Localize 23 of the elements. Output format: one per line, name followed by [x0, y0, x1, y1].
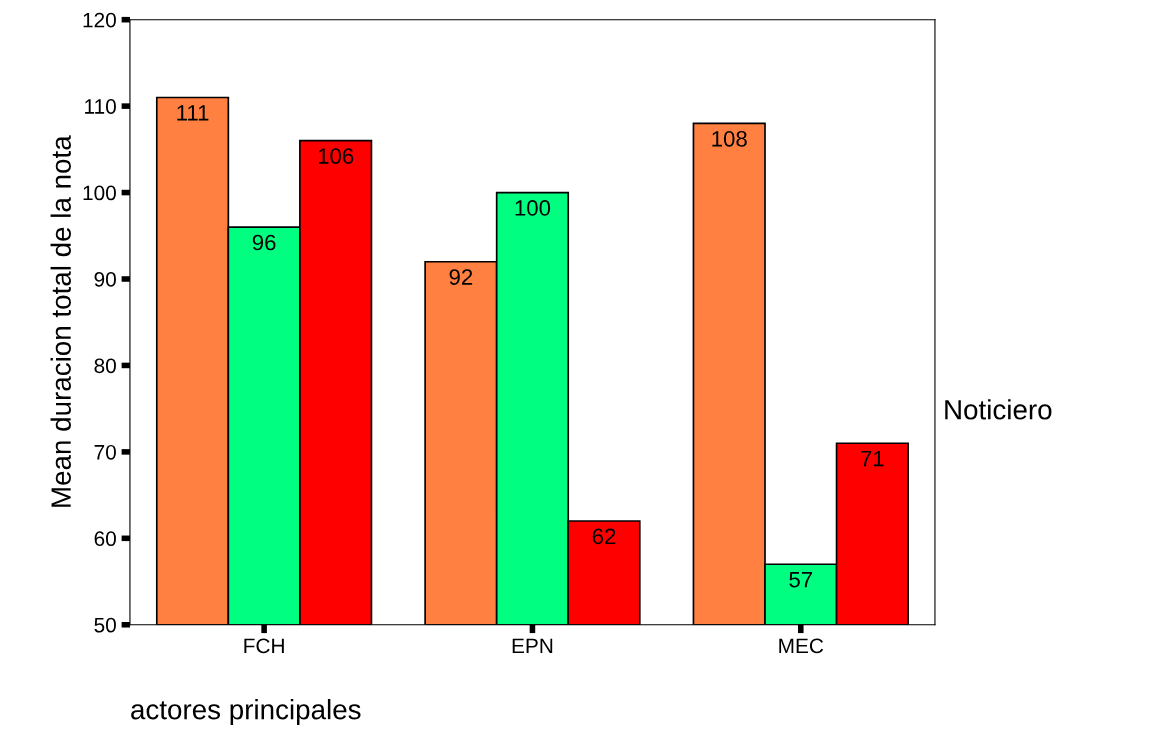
text: Noticiero — [945, 399, 1052, 420]
x-axis-title: actores principales — [131, 699, 361, 725]
data-label: 108 — [712, 130, 747, 147]
data-label: 96 — [252, 234, 276, 251]
y-tick-label: 90 — [94, 272, 116, 287]
y-axis-title: Mean duracion total de la nota — [50, 135, 71, 507]
y-tick-label: 70 — [94, 444, 116, 460]
y-tick-label: 110 — [85, 99, 116, 114]
data-label: 92 — [449, 269, 473, 285]
data-label: 106 — [318, 148, 354, 164]
x-tick-label: EPN — [512, 638, 553, 654]
y-tick-label: 120 — [83, 12, 116, 28]
data-label: 57 — [789, 571, 813, 588]
data-label: 62 — [592, 528, 616, 545]
y-tick-label: 60 — [94, 531, 116, 547]
y-tick-label: 80 — [94, 358, 116, 374]
x-tick-label: MEC — [779, 638, 824, 654]
data-label: 111 — [177, 105, 209, 121]
data-label: 100 — [515, 200, 551, 216]
y-tick-label: 50 — [94, 617, 116, 633]
y-tick-label: 100 — [83, 185, 116, 201]
data-label: 71 — [861, 450, 884, 467]
x-tick-label: FCH — [244, 638, 284, 654]
